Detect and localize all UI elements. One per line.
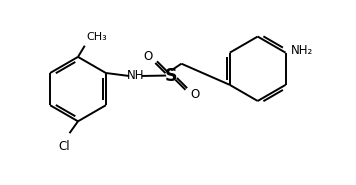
Text: S: S — [165, 67, 178, 85]
Text: NH₂: NH₂ — [290, 44, 313, 58]
Text: Cl: Cl — [59, 140, 70, 153]
Text: CH₃: CH₃ — [87, 32, 107, 42]
Text: O: O — [144, 50, 153, 63]
Text: O: O — [190, 88, 200, 101]
Text: NH: NH — [126, 70, 144, 83]
